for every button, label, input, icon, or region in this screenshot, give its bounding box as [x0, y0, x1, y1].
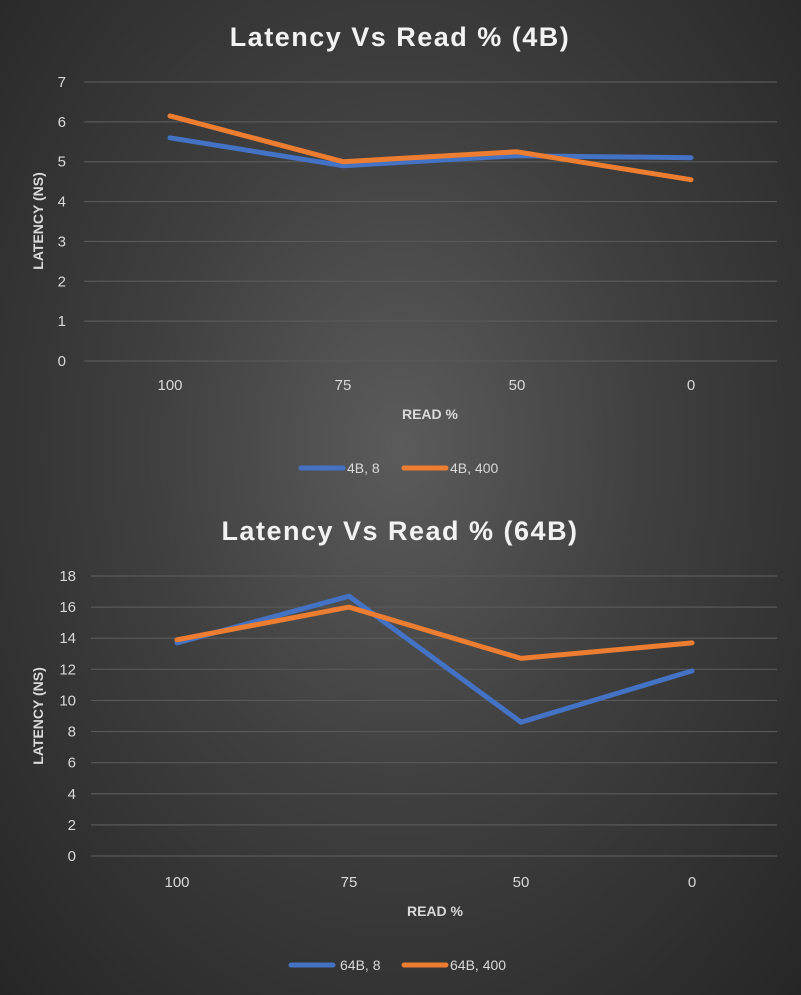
x-tick-label: 50: [513, 874, 530, 891]
y-tick-label: 3: [58, 233, 66, 250]
y-tick-label: 0: [58, 353, 66, 370]
y-tick-label: 14: [59, 630, 76, 647]
legend: 64B, 8 64B, 400: [288, 957, 506, 973]
series-line-64b-8: [174, 593, 695, 725]
legend-label: 64B, 8: [340, 957, 381, 973]
legend-label: 4B, 8: [347, 460, 380, 476]
x-tick-label: 50: [509, 377, 526, 394]
series-line-4b-400: [167, 113, 694, 183]
legend-item: 64B, 8: [288, 957, 381, 973]
x-tick-label: 0: [688, 874, 696, 891]
series-line-64b-400: [174, 604, 695, 661]
legend: 4B, 8 4B, 400: [298, 460, 498, 476]
y-tick-label: 16: [59, 599, 76, 616]
y-tick-label: 2: [58, 273, 66, 290]
y-tick-label: 6: [68, 755, 76, 772]
y-tick-label: 8: [68, 724, 76, 741]
x-tick-label: 100: [157, 377, 182, 394]
x-axis-label: READ %: [402, 406, 459, 422]
y-tick-label: 0: [68, 848, 76, 865]
legend-item: 64B, 400: [401, 957, 506, 973]
series-line-4b-8: [167, 135, 694, 169]
x-tick-label: 75: [341, 874, 358, 891]
chart-latency-4b: Latency Vs Read % (4B) 0 1 2 3 4 5 6 7 100 75 50 0…: [30, 22, 777, 476]
x-tick-label: 75: [335, 377, 352, 394]
y-tick-label: 4: [68, 786, 76, 803]
y-axis-label: LATENCY (NS): [30, 172, 46, 269]
x-tick-label: 100: [164, 874, 189, 891]
y-tick-label: 4: [58, 194, 66, 211]
y-tick-label: 1: [58, 313, 66, 330]
y-tick-label: 10: [59, 692, 76, 709]
y-tick-label: 18: [59, 568, 76, 585]
y-tick-label: 5: [58, 154, 66, 171]
chart-latency-64b: Latency Vs Read % (64B) 024681012141618 …: [30, 516, 777, 973]
legend-item: 4B, 8: [298, 460, 380, 476]
y-tick-label: 7: [58, 74, 66, 91]
legend-label: 4B, 400: [450, 460, 498, 476]
x-tick-label: 0: [687, 377, 695, 394]
y-axis-label: LATENCY (NS): [30, 667, 46, 764]
legend-item: 4B, 400: [401, 460, 498, 476]
chart-title: Latency Vs Read % (64B): [221, 516, 578, 546]
y-tick-label: 12: [59, 661, 76, 678]
legend-label: 64B, 400: [450, 957, 506, 973]
y-tick-label: 6: [58, 114, 66, 131]
x-axis-label: READ %: [407, 903, 464, 919]
y-tick-label: 2: [68, 817, 76, 834]
chart-title: Latency Vs Read % (4B): [230, 22, 571, 52]
